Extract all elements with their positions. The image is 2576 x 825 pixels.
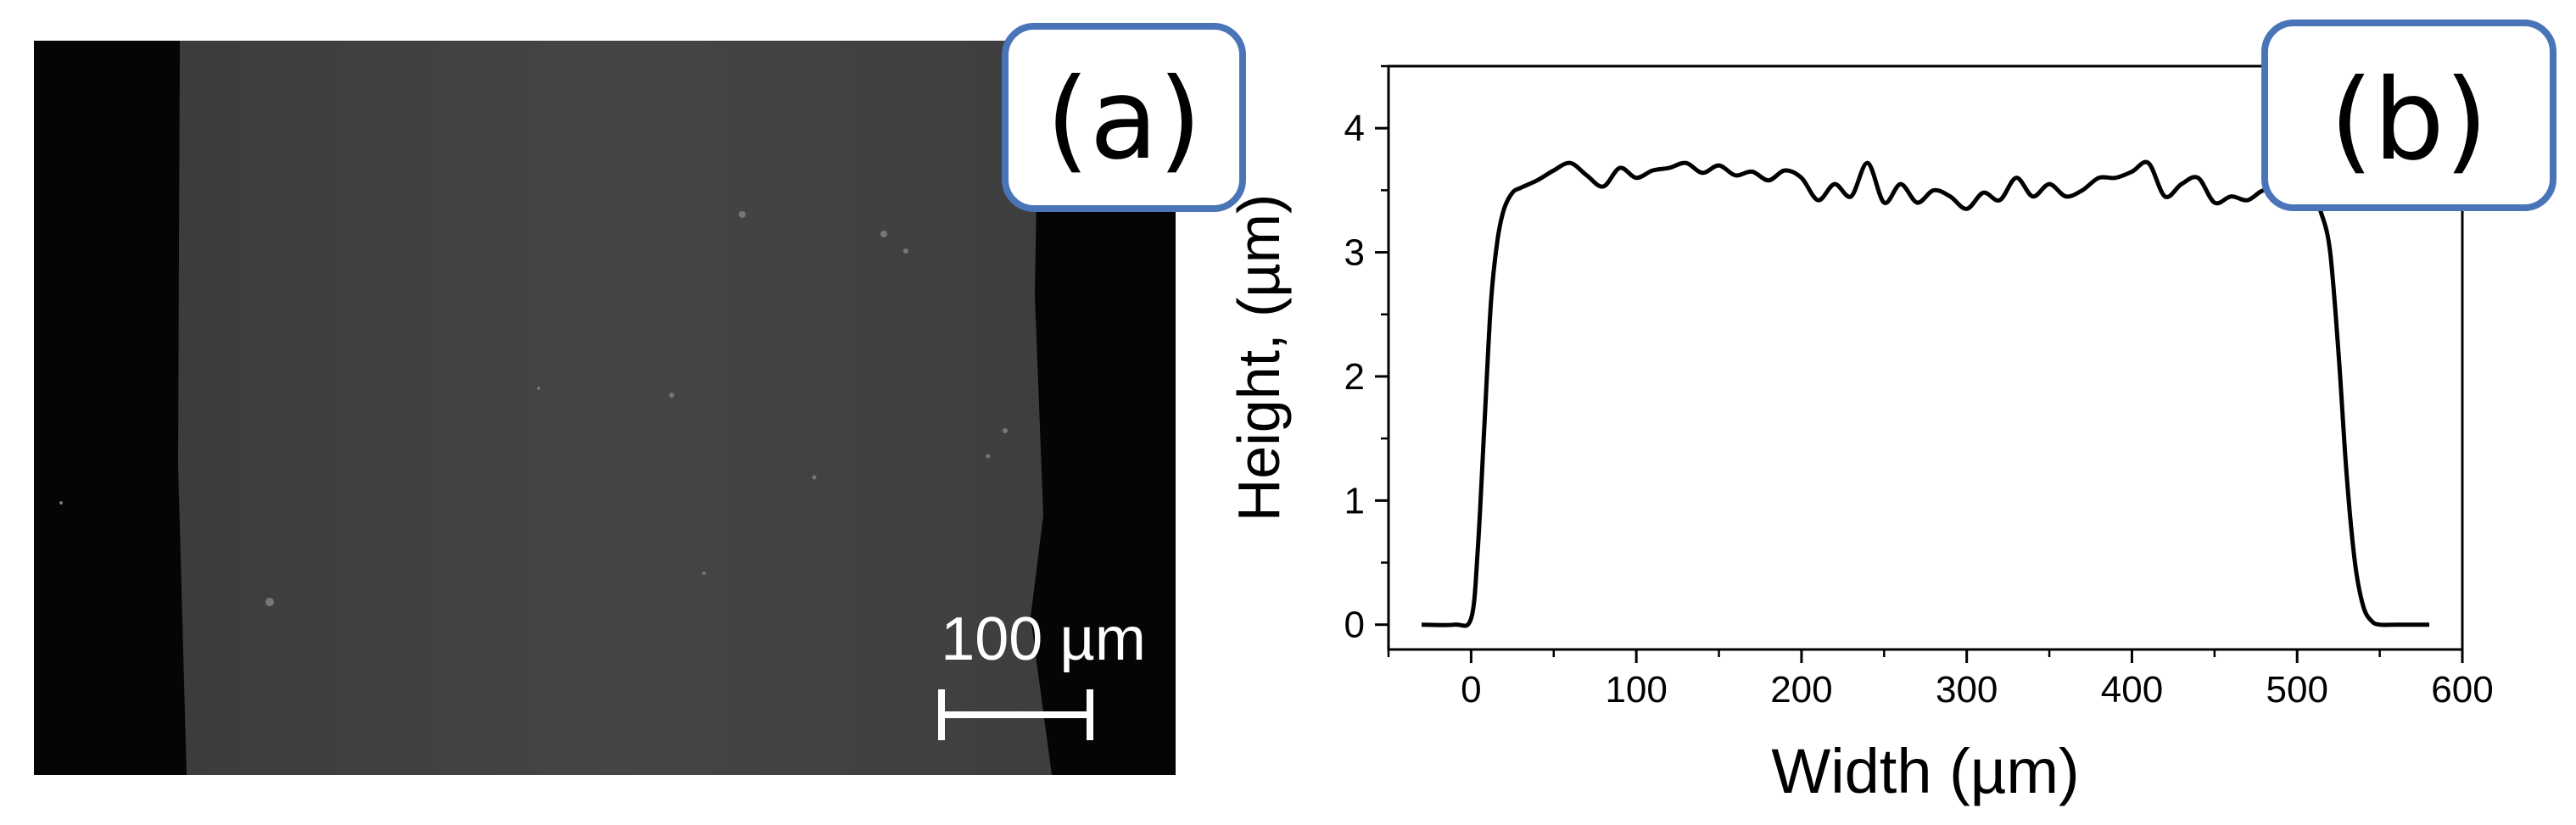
chart-axes (1387, 64, 2464, 651)
micrograph-svg: 100 µm (34, 41, 1176, 775)
series-line-height-profile (1421, 159, 2429, 628)
scale-bar-label: 100 µm (941, 605, 1146, 673)
panel-b-profile-chart: 0 100 200 300 400 500 600 0 1 2 3 4 Width (µm) Heig… (1171, 0, 2576, 825)
panel-b-label-box: (b) (2261, 20, 2556, 211)
x-axis-label: Width (µm) (1771, 736, 2079, 806)
x-tick-label-300: 300 (1936, 669, 1998, 711)
x-tick-label-500: 500 (2266, 669, 2328, 711)
x-tick-label-0: 0 (1461, 669, 1481, 711)
x-tick-label-200: 200 (1770, 669, 1832, 711)
scale-bar: 100 µm (938, 605, 1146, 740)
y-tick-label-1: 1 (1344, 480, 1365, 521)
y-tick-label-0: 0 (1344, 605, 1365, 646)
y-tick-label-4: 4 (1344, 108, 1365, 149)
chart-ticks: 0 100 200 300 400 500 600 0 1 2 3 4 (1344, 64, 2494, 711)
panel-b-label-frame (2261, 20, 2556, 211)
surface-particles (59, 211, 1008, 606)
panel-a-label: (a) (1046, 54, 1202, 185)
x-tick-label-600: 600 (2431, 669, 2493, 711)
profile-chart-svg: 0 100 200 300 400 500 600 0 1 2 3 4 Width (µm) Heig… (1226, 64, 2494, 806)
plot-frame (1387, 64, 2464, 651)
x-tick-label-400: 400 (2101, 669, 2163, 711)
panel-a-label-box: (a) (1002, 23, 1246, 212)
panel-a-label-frame (1002, 23, 1246, 212)
panel-b-label: (b) (2330, 55, 2489, 186)
y-axis-label: Height, (µm) (1226, 194, 1292, 522)
panel-a-micrograph: 100 µm (34, 41, 1176, 775)
y-tick-label-2: 2 (1344, 356, 1365, 398)
x-tick-label-100: 100 (1605, 669, 1667, 711)
y-tick-label-3: 3 (1344, 232, 1365, 274)
film-strip (178, 41, 1052, 775)
